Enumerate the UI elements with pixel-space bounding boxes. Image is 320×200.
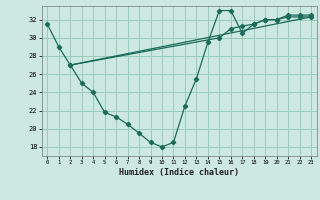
X-axis label: Humidex (Indice chaleur): Humidex (Indice chaleur) [119, 168, 239, 177]
